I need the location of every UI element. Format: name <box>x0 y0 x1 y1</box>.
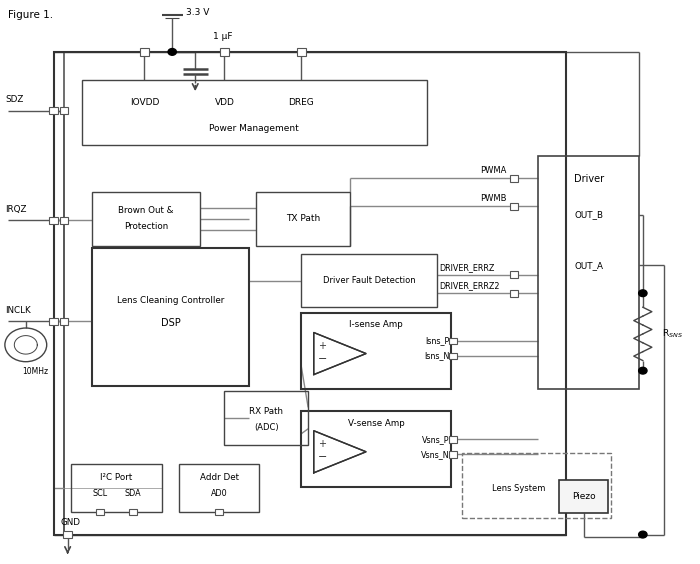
Bar <box>82 80 427 144</box>
Text: Isns_P: Isns_P <box>426 337 449 345</box>
Bar <box>216 509 223 515</box>
Bar <box>60 108 69 114</box>
Bar <box>449 436 457 443</box>
Text: Lens System: Lens System <box>492 484 545 493</box>
Bar <box>538 156 639 389</box>
Text: DRIVER_ERRZ: DRIVER_ERRZ <box>439 263 495 272</box>
Text: GND: GND <box>61 518 80 527</box>
Circle shape <box>638 531 647 538</box>
Text: I²C Port: I²C Port <box>100 473 132 482</box>
Text: OUT_A: OUT_A <box>574 261 603 270</box>
Bar <box>50 217 58 224</box>
Text: Driver: Driver <box>574 174 604 184</box>
Text: DSP: DSP <box>160 318 181 328</box>
Bar <box>92 192 200 245</box>
Bar <box>179 464 260 512</box>
Text: Figure 1.: Figure 1. <box>8 10 53 20</box>
Bar <box>97 509 104 515</box>
Bar <box>71 464 162 512</box>
Text: SDZ: SDZ <box>5 95 23 104</box>
Text: DREG: DREG <box>288 98 314 107</box>
Text: (ADC): (ADC) <box>254 423 279 432</box>
Text: Vsns_N: Vsns_N <box>421 450 449 459</box>
Bar <box>449 352 457 359</box>
Text: PWMA: PWMA <box>480 166 507 175</box>
Text: RX Path: RX Path <box>249 407 284 416</box>
Bar <box>449 451 457 457</box>
Text: TX Path: TX Path <box>286 214 320 223</box>
Text: −: − <box>317 354 327 364</box>
Text: IOVDD: IOVDD <box>130 98 159 107</box>
Bar <box>301 411 451 487</box>
Text: Power Management: Power Management <box>209 124 299 133</box>
Text: 10MHz: 10MHz <box>22 367 48 376</box>
Text: SDA: SDA <box>125 490 141 499</box>
Bar <box>301 313 451 389</box>
Bar <box>510 203 518 210</box>
Text: Lens Cleaning Controller: Lens Cleaning Controller <box>117 296 224 305</box>
Text: OUT_B: OUT_B <box>574 210 603 219</box>
Circle shape <box>638 290 647 297</box>
Text: V-sense Amp: V-sense Amp <box>348 418 405 428</box>
Text: VDD: VDD <box>215 98 235 107</box>
Bar <box>256 192 350 245</box>
Bar <box>461 453 612 518</box>
Text: DRIVER_ERRZ2: DRIVER_ERRZ2 <box>439 281 500 290</box>
Text: SCL: SCL <box>92 490 108 499</box>
Text: AD0: AD0 <box>211 490 228 499</box>
Text: Piezo: Piezo <box>572 492 596 501</box>
Text: Addr Det: Addr Det <box>199 473 239 482</box>
Text: INCLK: INCLK <box>5 306 31 315</box>
Bar <box>225 391 308 445</box>
Bar <box>54 52 566 535</box>
Text: IRQZ: IRQZ <box>5 205 27 214</box>
Bar <box>449 338 457 344</box>
Text: R$_{SNS}$: R$_{SNS}$ <box>662 328 683 340</box>
Bar <box>64 531 72 538</box>
Circle shape <box>168 49 176 55</box>
Bar <box>510 290 518 297</box>
Text: Protection: Protection <box>124 222 168 231</box>
Text: Isns_N: Isns_N <box>424 351 449 360</box>
Text: 1 µF: 1 µF <box>213 32 232 41</box>
Bar <box>129 509 137 515</box>
Bar <box>510 175 518 182</box>
Bar <box>50 318 58 325</box>
Bar <box>220 49 229 55</box>
Bar <box>140 49 149 55</box>
Bar <box>559 479 608 513</box>
Text: Driver Fault Detection: Driver Fault Detection <box>323 276 416 285</box>
Bar <box>92 248 249 386</box>
Circle shape <box>638 367 647 374</box>
Text: PWMB: PWMB <box>480 195 507 204</box>
Text: Brown Out &: Brown Out & <box>118 206 174 215</box>
Bar <box>510 271 518 278</box>
Bar <box>50 108 58 114</box>
Text: Vsns_P: Vsns_P <box>422 435 449 444</box>
Bar <box>297 49 306 55</box>
Bar <box>60 318 69 325</box>
Text: +: + <box>318 439 326 449</box>
Text: I-sense Amp: I-sense Amp <box>349 320 403 329</box>
Text: +: + <box>318 341 326 351</box>
Text: −: − <box>317 452 327 462</box>
Bar <box>60 217 69 224</box>
Text: 3.3 V: 3.3 V <box>186 8 209 17</box>
Bar <box>301 254 438 307</box>
